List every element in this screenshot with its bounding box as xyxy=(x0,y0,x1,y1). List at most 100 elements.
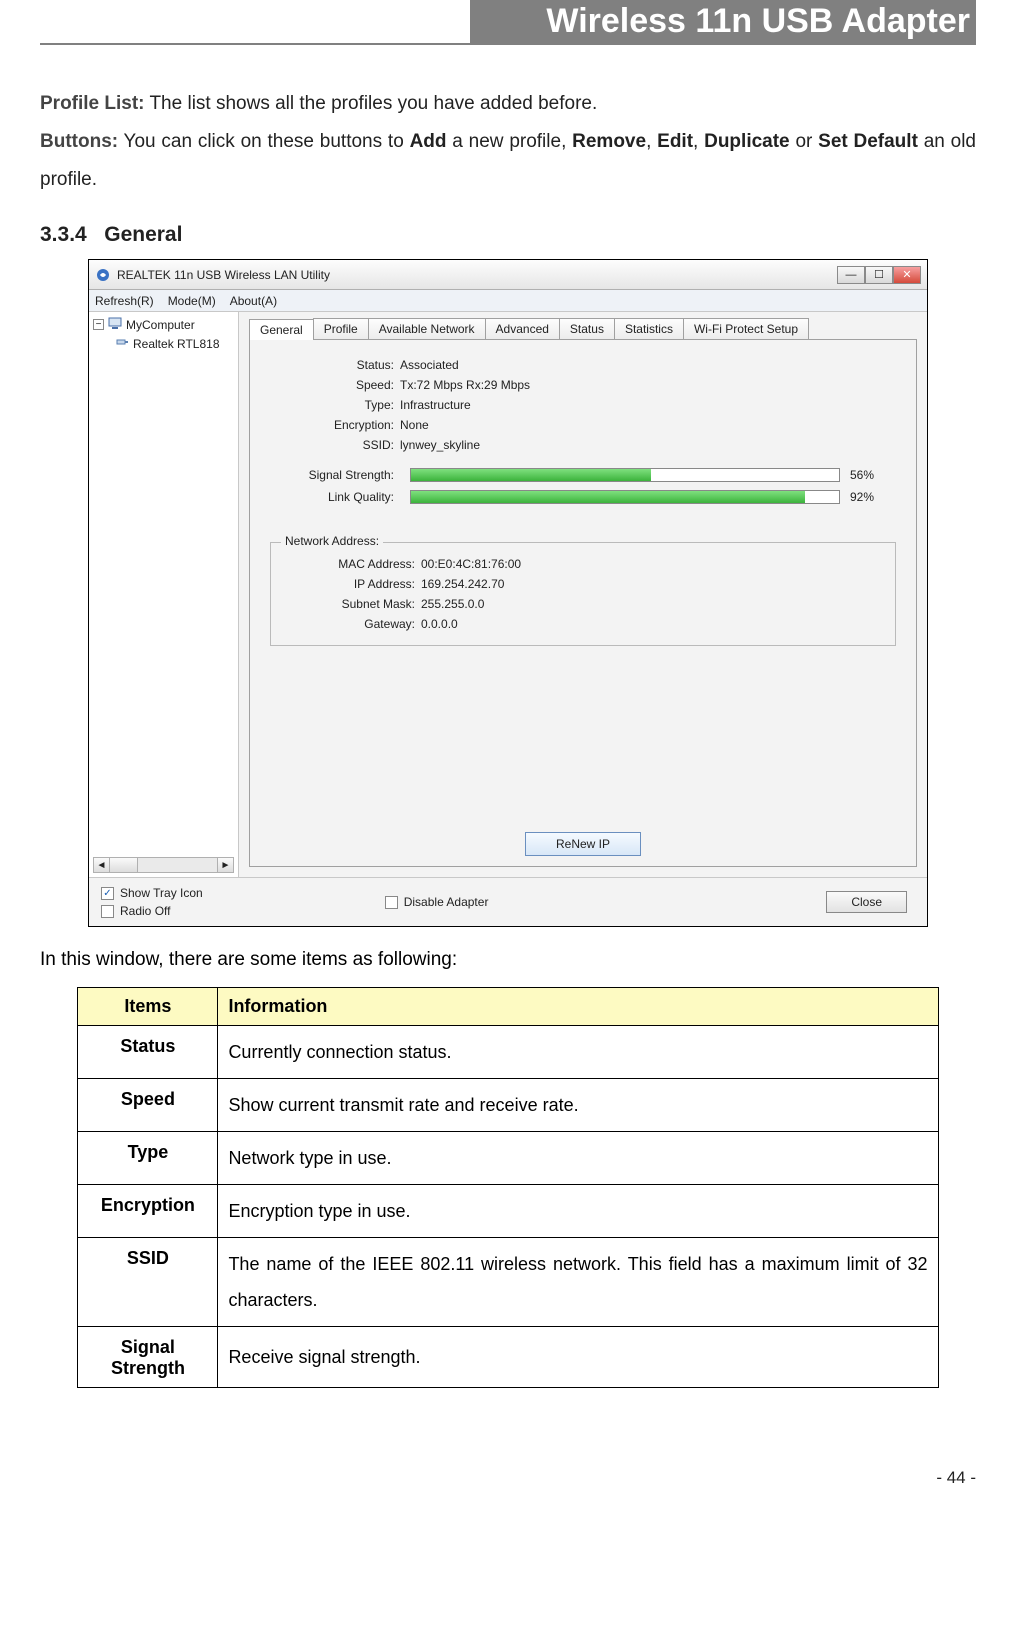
speed-value: Tx:72 Mbps Rx:29 Mbps xyxy=(400,378,896,392)
tab-general[interactable]: General xyxy=(249,319,314,340)
disable-adapter-checkbox[interactable]: Disable Adapter xyxy=(385,895,489,909)
scroll-left-icon[interactable]: ◄ xyxy=(94,858,110,872)
profile-list-text: The list shows all the profiles you have… xyxy=(145,93,598,114)
gateway-value: 0.0.0.0 xyxy=(421,617,875,631)
window-title: REALTEK 11n USB Wireless LAN Utility xyxy=(117,268,837,282)
tree-root-label: MyComputer xyxy=(126,318,195,332)
network-address-group: Network Address: MAC Address:00:E0:4C:81… xyxy=(270,542,896,646)
scroll-right-icon[interactable]: ► xyxy=(217,858,233,872)
utility-window: REALTEK 11n USB Wireless LAN Utility — ☐… xyxy=(88,259,928,927)
signal-strength-pct: 56% xyxy=(850,468,896,482)
page-header: Wireless 11n USB Adapter xyxy=(40,0,976,45)
close-button[interactable]: Close xyxy=(826,891,907,913)
section-title: General xyxy=(104,223,182,246)
window-minimize-button[interactable]: — xyxy=(837,266,865,284)
checkbox-icon xyxy=(101,905,114,918)
encryption-label: Encryption: xyxy=(270,418,400,432)
table-item-info: The name of the IEEE 802.11 wireless net… xyxy=(218,1238,938,1327)
table-item-name: Type xyxy=(78,1132,218,1185)
table-item-info: Network type in use. xyxy=(218,1132,938,1185)
status-label: Status: xyxy=(270,358,400,372)
menu-mode[interactable]: Mode(M) xyxy=(168,294,216,308)
status-value: Associated xyxy=(400,358,896,372)
app-icon xyxy=(95,267,111,283)
tree-hscrollbar[interactable]: ◄ ► xyxy=(93,857,234,873)
adapter-icon xyxy=(115,335,129,352)
link-quality-label: Link Quality: xyxy=(270,490,400,504)
link-quality-pct: 92% xyxy=(850,490,896,504)
table-row: EncryptionEncryption type in use. xyxy=(78,1185,938,1238)
ssid-value: lynwey_skyline xyxy=(400,438,896,452)
tree-root[interactable]: − MyComputer xyxy=(93,316,234,333)
renew-ip-button[interactable]: ReNew IP xyxy=(525,832,641,856)
table-item-name: Status xyxy=(78,1026,218,1079)
table-header-row: Items Information xyxy=(78,988,938,1026)
signal-strength-bar xyxy=(410,468,840,482)
table-item-info: Receive signal strength. xyxy=(218,1327,938,1388)
profile-list-label: Profile List: xyxy=(40,93,145,114)
speed-label: Speed: xyxy=(270,378,400,392)
gateway-label: Gateway: xyxy=(291,617,421,631)
table-item-info: Show current transmit rate and receive r… xyxy=(218,1079,938,1132)
table-row: TypeNetwork type in use. xyxy=(78,1132,938,1185)
ip-label: IP Address: xyxy=(291,577,421,591)
link-quality-bar xyxy=(410,490,840,504)
table-caption: In this window, there are some items as … xyxy=(40,945,976,975)
window-close-button[interactable]: ✕ xyxy=(893,266,921,284)
table-header-items: Items xyxy=(78,988,218,1026)
scroll-thumb[interactable] xyxy=(110,858,138,872)
table-row: SSIDThe name of the IEEE 802.11 wireless… xyxy=(78,1238,938,1327)
type-label: Type: xyxy=(270,398,400,412)
table-item-info: Currently connection status. xyxy=(218,1026,938,1079)
header-title: Wireless 11n USB Adapter xyxy=(470,0,976,43)
menu-refresh[interactable]: Refresh(R) xyxy=(95,294,154,308)
tab-status[interactable]: Status xyxy=(559,318,615,339)
tab-strip: General Profile Available Network Advanc… xyxy=(239,312,927,339)
checkbox-icon xyxy=(385,896,398,909)
tree-child-label: Realtek RTL818 xyxy=(133,337,220,351)
general-panel: Status:Associated Speed:Tx:72 Mbps Rx:29… xyxy=(249,339,917,867)
subnet-value: 255.255.0.0 xyxy=(421,597,875,611)
table-item-name: Speed xyxy=(78,1079,218,1132)
tab-profile[interactable]: Profile xyxy=(313,318,369,339)
menu-about[interactable]: About(A) xyxy=(230,294,277,308)
menubar: Refresh(R) Mode(M) About(A) xyxy=(89,290,927,312)
table-row: SpeedShow current transmit rate and rece… xyxy=(78,1079,938,1132)
radio-off-checkbox[interactable]: Radio Off xyxy=(101,904,203,918)
table-item-name: SSID xyxy=(78,1238,218,1327)
page-number: - 44 - xyxy=(0,1428,1016,1508)
checkbox-checked-icon: ✓ xyxy=(101,887,114,900)
info-table: Items Information StatusCurrently connec… xyxy=(77,987,938,1388)
tab-available-network[interactable]: Available Network xyxy=(368,318,486,339)
tab-statistics[interactable]: Statistics xyxy=(614,318,684,339)
intro-paragraph: Profile List: The list shows all the pro… xyxy=(40,85,976,199)
section-heading: 3.3.4 General xyxy=(40,223,976,247)
section-number: 3.3.4 xyxy=(40,223,87,246)
device-tree[interactable]: − MyComputer Realtek RTL818 ◄ xyxy=(89,312,239,877)
ssid-label: SSID: xyxy=(270,438,400,452)
type-value: Infrastructure xyxy=(400,398,896,412)
window-titlebar[interactable]: REALTEK 11n USB Wireless LAN Utility — ☐… xyxy=(89,260,927,290)
network-address-legend: Network Address: xyxy=(281,534,383,548)
table-item-name: Encryption xyxy=(78,1185,218,1238)
tree-child[interactable]: Realtek RTL818 xyxy=(115,335,234,352)
window-maximize-button[interactable]: ☐ xyxy=(865,266,893,284)
ip-value: 169.254.242.70 xyxy=(421,577,875,591)
table-row: Signal StrengthReceive signal strength. xyxy=(78,1327,938,1388)
table-item-name: Signal Strength xyxy=(78,1327,218,1388)
tree-collapse-icon[interactable]: − xyxy=(93,319,104,330)
buttons-label: Buttons: xyxy=(40,131,118,152)
table-header-information: Information xyxy=(218,988,938,1026)
table-row: StatusCurrently connection status. xyxy=(78,1026,938,1079)
window-bottom-bar: ✓Show Tray Icon Radio Off Disable Adapte… xyxy=(89,877,927,926)
computer-icon xyxy=(108,316,122,333)
tab-wifi-protect[interactable]: Wi-Fi Protect Setup xyxy=(683,318,809,339)
encryption-value: None xyxy=(400,418,896,432)
tab-advanced[interactable]: Advanced xyxy=(485,318,560,339)
show-tray-icon-checkbox[interactable]: ✓Show Tray Icon xyxy=(101,886,203,900)
subnet-label: Subnet Mask: xyxy=(291,597,421,611)
mac-value: 00:E0:4C:81:76:00 xyxy=(421,557,875,571)
table-item-info: Encryption type in use. xyxy=(218,1185,938,1238)
signal-strength-label: Signal Strength: xyxy=(270,468,400,482)
mac-label: MAC Address: xyxy=(291,557,421,571)
